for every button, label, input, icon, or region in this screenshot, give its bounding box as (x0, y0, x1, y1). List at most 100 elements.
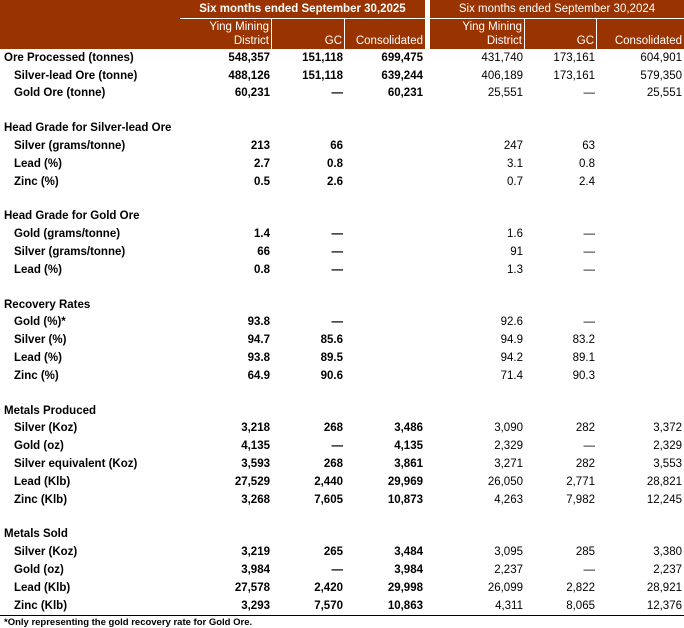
cell-value: — (331, 316, 344, 329)
cell-value: 26,099 (487, 581, 523, 594)
cell-value: 10,873 (387, 493, 423, 506)
table-row: Gold (oz) 3,984 — 3,984 2,237 — 2,237 (0, 561, 684, 579)
row-label: Zinc (Klb) (14, 599, 68, 612)
cell-value: 94.7 (247, 334, 270, 347)
table-row: Zinc (Klb) 3,268 7,605 10,873 4,263 7,982 12,2… (0, 491, 684, 509)
cell-value: 83.2 (572, 334, 595, 347)
cell-value: 91 (510, 246, 523, 259)
cell-value: — (331, 564, 344, 577)
cell-value: 151,118 (302, 51, 343, 64)
cell-value: 268 (323, 422, 343, 435)
row-label: Silver (grams/tonne) (14, 140, 126, 153)
row-label: Gold (grams/tonne) (14, 228, 121, 241)
table-row: Lead (%) 2.7 0.8 3.1 0.8 (0, 155, 684, 173)
cell-value: 12,376 (646, 599, 682, 612)
cell-value: 268 (323, 458, 343, 471)
cell-value: 247 (503, 140, 523, 153)
table-row: Zinc (%) 64.9 90.6 71.4 90.3 (0, 367, 684, 385)
cell-value: — (583, 316, 596, 329)
cell-value: 7,570 (314, 599, 343, 612)
row-label: Zinc (%) (14, 369, 59, 382)
cell-value: 3,095 (494, 546, 523, 559)
period-2025-title: Six months ended September 30,2025 (180, 0, 425, 19)
table-row: Silver (Koz) 3,219 265 3,484 3,095 285 3,380 (0, 543, 684, 561)
row-label: Silver (Koz) (14, 546, 78, 559)
cell-value: 27,578 (234, 581, 270, 594)
cell-value: 93.8 (247, 352, 270, 365)
cell-value: 3,984 (394, 564, 423, 577)
row-label: Ore Processed (tonnes) (4, 51, 134, 64)
section-heading: Metals Produced (0, 402, 684, 420)
table-row: Silver (Koz) 3,218 268 3,486 3,090 282 3,372 (0, 420, 684, 438)
cell-value: 488,126 (228, 69, 270, 82)
cell-value: 3.1 (507, 157, 523, 170)
table-row: Silver (%) 94.7 85.6 94.9 83.2 (0, 331, 684, 349)
table-row: Gold Ore (tonne) 60,231 — 60,231 25,551 — 25,5… (0, 85, 684, 103)
cell-value: 173,161 (553, 51, 595, 64)
cell-value: 66 (257, 246, 270, 259)
cell-value: 0.8 (579, 157, 595, 170)
row-label: Zinc (Klb) (14, 493, 68, 506)
header-group-2025: Six months ended September 30,2025 Ying … (180, 0, 425, 49)
cell-value: 94.2 (500, 352, 523, 365)
table-row: Gold (grams/tonne) 1.4 — 1.6 — (0, 225, 684, 243)
table-row: Lead (%) 0.8 — 1.3 — (0, 261, 684, 279)
cell-value: 0.8 (254, 263, 270, 276)
row-label: Lead (%) (14, 263, 62, 276)
table-row: Lead (Klb) 27,529 2,440 29,969 26,050 2,771 28… (0, 473, 684, 491)
section-heading: Metals Sold (0, 526, 684, 544)
section-title: Metals Sold (4, 528, 68, 541)
cell-value: 4,135 (394, 440, 423, 453)
cell-value: 3,484 (394, 546, 423, 559)
row-label: Zinc (%) (14, 175, 59, 188)
cell-value: 7,982 (566, 493, 595, 506)
cell-value: 2,237 (494, 564, 523, 577)
cell-value: 173,161 (553, 69, 595, 82)
cell-value: 3,984 (241, 564, 270, 577)
cell-value: 2,329 (653, 440, 682, 453)
row-label: Gold (oz) (14, 564, 64, 577)
cell-value: 63 (582, 140, 595, 153)
cell-value: 25,551 (487, 87, 523, 100)
cell-value: 4,311 (495, 599, 523, 612)
cell-value: 89.5 (320, 352, 343, 365)
row-label: Silver-lead Ore (tonne) (14, 69, 138, 82)
table-body: Ore Processed (tonnes) 548,357 151,118 699,… (0, 49, 684, 616)
cell-value: 604,901 (640, 51, 682, 64)
cell-value: 3,218 (241, 422, 270, 435)
cell-value: — (583, 87, 596, 100)
cell-value: 10,863 (387, 599, 423, 612)
row-label: Gold Ore (tonne) (14, 87, 106, 100)
cell-value: 3,219 (241, 546, 270, 559)
cell-value: 3,372 (653, 422, 682, 435)
table-header: Six months ended September 30,2025 Ying … (0, 0, 684, 49)
cell-value: 431,740 (481, 51, 523, 64)
cell-value: 2,771 (566, 475, 595, 488)
cell-value: 64.9 (247, 369, 270, 382)
cell-value: — (583, 246, 596, 259)
section-heading: Head Grade for Gold Ore (0, 208, 684, 226)
cell-value: 3,486 (394, 422, 423, 435)
table-row: Zinc (Klb) 3,293 7,570 10,863 4,311 8,065 12,3… (0, 597, 684, 616)
cell-value: 0.8 (327, 157, 343, 170)
col-header-gc-2025: GC (272, 19, 345, 49)
table-row: Ore Processed (tonnes) 548,357 151,118 699,… (0, 49, 684, 67)
cell-value: — (331, 87, 344, 100)
cell-value: 26,050 (487, 475, 523, 488)
cell-value: 3,861 (394, 458, 423, 471)
cell-value: 3,271 (494, 458, 523, 471)
cell-value: 4,263 (494, 493, 523, 506)
cell-value: 2,822 (566, 581, 595, 594)
cell-value: 0.5 (254, 175, 270, 188)
header-blank-cell (0, 0, 180, 49)
cell-value: 90.3 (572, 369, 595, 382)
cell-value: 85.6 (320, 334, 343, 347)
cell-value: 28,821 (646, 475, 682, 488)
col-header-consolidated-2024: Consolidated (597, 19, 684, 49)
cell-value: 2,440 (314, 475, 343, 488)
cell-value: 2,329 (494, 440, 523, 453)
cell-value: — (331, 440, 344, 453)
cell-value: 579,350 (640, 69, 682, 82)
table-row: Gold (%)* 93.8 — 92.6 — (0, 314, 684, 332)
cell-value: 28,921 (646, 581, 682, 594)
